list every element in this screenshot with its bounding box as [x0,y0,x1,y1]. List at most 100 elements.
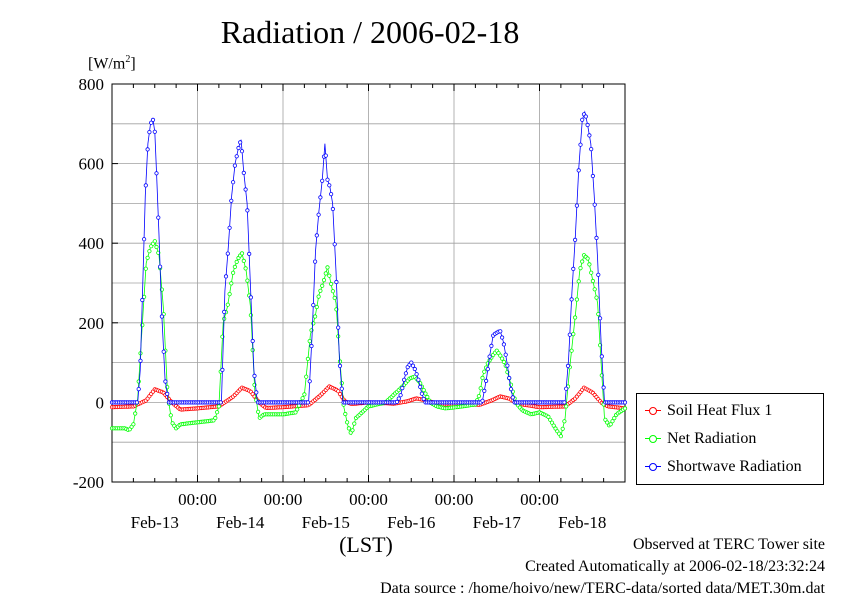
series-point-2 [569,297,574,302]
series-point-2 [480,398,485,403]
x-tick-label: 00:00 [264,490,303,509]
series-point-1 [225,302,230,307]
series-point-2 [483,378,489,383]
legend-label: Soil Heat Flux 1 [667,402,773,419]
series-point-1 [548,417,553,422]
series-point-2 [220,367,225,372]
series-point-2 [332,242,337,247]
series-point-2 [247,251,252,256]
series-point-2 [149,120,154,125]
series-point-1 [478,386,483,391]
series-point-1 [147,249,152,254]
series-point-2 [416,377,421,382]
series-point-2 [330,206,335,212]
series-point-1 [330,289,335,294]
series-point-1 [312,314,318,319]
series-point-2 [158,264,163,269]
series-point-2 [229,198,234,203]
y-tick-label: 600 [79,155,105,174]
series-point-1 [145,255,150,260]
series-point-1 [344,420,350,425]
legend-label: Net Radiation [667,430,757,447]
series-point-1 [558,434,564,439]
series-group [109,110,628,439]
series-point-2 [501,342,506,347]
chart-title: Radiation / 2006-02-18 [220,14,520,50]
x-tick-label: 00:00 [435,490,474,509]
y-unit-base: [W/m [88,55,126,73]
series-point-2 [564,386,569,391]
series-point-2 [227,225,232,230]
series-point-2 [327,183,332,188]
x-day-label: Feb-14 [216,513,265,532]
series-point-1 [546,414,551,419]
series-point-2 [307,379,312,384]
series-point-1 [612,415,617,421]
series-point-1 [234,259,239,264]
series-point-2 [311,302,316,308]
series-point-2 [150,117,156,123]
series-point-2 [587,133,592,138]
series-point-2 [403,371,408,376]
series-point-1 [314,304,319,310]
series-point-2 [499,335,505,340]
series-point-1 [590,278,596,284]
series-point-1 [605,420,610,425]
series-point-2 [394,399,400,404]
x-day-label: Feb-18 [558,513,606,532]
series-point-2 [400,385,405,391]
series-point-1 [352,421,357,426]
series-point-2 [592,202,597,207]
series-point-2 [320,178,325,183]
series-point-2 [414,372,419,377]
series-point-1 [327,273,332,278]
series-point-2 [396,396,401,401]
series-point-1 [574,297,580,302]
series-point-2 [232,163,237,168]
series-point-2 [601,385,606,390]
legend-item-shortwave-radiation: Shortwave Radiation [645,458,802,480]
series-point-1 [227,291,232,297]
series-point-1 [553,426,558,431]
series-point-2 [487,354,492,359]
series-point-2 [241,170,246,175]
series-point-1 [168,413,173,418]
series-point-0 [337,391,343,397]
series-point-2 [418,384,423,389]
series-point-2 [421,396,426,401]
series-point-2 [339,386,344,391]
series-point-1 [562,419,567,424]
series-point-2 [485,366,490,372]
series-point-1 [293,410,298,415]
series-point-2 [565,363,571,368]
series-point-2 [410,363,416,368]
series-point-2 [318,195,323,200]
series-point-2 [574,203,580,208]
series-point-2 [314,233,319,238]
series-point-1 [350,428,355,433]
series-point-2 [505,363,510,368]
series-point-2 [503,352,508,357]
series-point-2 [596,272,601,277]
series-point-2 [597,316,603,321]
series-point-2 [145,147,150,152]
series-point-2 [222,309,227,314]
series-point-1 [215,410,220,415]
legend: Soil Heat Flux 1 Net Radiation Shortwave… [636,393,824,485]
y-tick-label: 800 [79,75,105,94]
series-point-2 [138,358,143,363]
series-point-1 [585,256,590,261]
series-point-1 [578,265,583,271]
series-point-1 [594,295,599,300]
series-point-2 [159,314,164,319]
series-point-2 [254,390,259,395]
series-point-2 [134,400,139,405]
series-point-2 [498,329,503,334]
series-point-2 [589,147,594,152]
series-point-2 [323,153,328,158]
series-point-1 [576,279,581,284]
series-point-2 [508,386,514,392]
series-point-1 [482,369,487,374]
series-point-0 [336,389,341,394]
series-point-1 [498,353,503,358]
